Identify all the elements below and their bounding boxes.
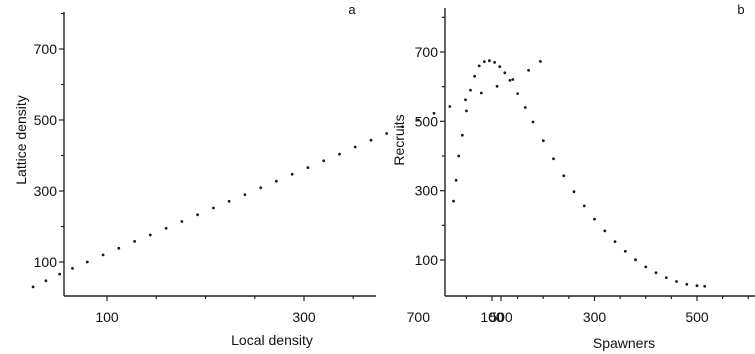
panel-a-x-tick-label: 500 — [489, 309, 513, 325]
panel-b-data-point — [582, 204, 586, 208]
panel-b-data-point — [460, 133, 464, 137]
panel-a-data-point — [180, 220, 184, 223]
panel-a-data-point — [464, 98, 467, 102]
panel-b-data-point — [465, 109, 468, 113]
panel-b-y-tick-label: 500 — [415, 113, 439, 129]
panel-a-data-point — [432, 111, 436, 115]
panel-a-x-tick-label: 300 — [292, 309, 316, 325]
panel-a-data-point — [31, 285, 35, 289]
panel-b-data-point — [695, 284, 699, 288]
panel-b-data-point — [664, 276, 668, 280]
panel-a-data-point — [243, 193, 247, 197]
panel-b-data-point — [473, 74, 476, 78]
panel-b-data-point — [685, 282, 689, 286]
panel-a-data-point — [385, 132, 389, 135]
panel-b-data-point — [623, 249, 627, 253]
panel-a-data-point — [511, 78, 515, 81]
panel-a-data-point — [479, 91, 483, 95]
panel-a-data-point — [227, 199, 231, 203]
panel-b-data-point — [523, 106, 527, 109]
panel-a-data-point — [401, 125, 404, 129]
panel-b-data-point — [488, 59, 491, 63]
panel-b-data-point — [613, 240, 617, 244]
panel-a-data-point — [85, 260, 89, 264]
panel-a-data-point — [148, 233, 152, 237]
panel-b-data-point — [469, 88, 472, 92]
panel-a-data-point — [353, 145, 357, 149]
panel-a-data-point — [133, 240, 137, 243]
panel-b-y-axis-title: Recruits — [391, 114, 407, 165]
panel-a-data-point — [322, 159, 326, 163]
panel-a-data-point — [495, 84, 499, 88]
panel-a-x-tick-label: 100 — [95, 309, 119, 325]
panel-a-data-point — [290, 172, 294, 176]
panel-b-data-point — [644, 265, 648, 269]
panel-a-y-tick-label: 500 — [34, 112, 58, 128]
panel-a-x-axis-title: Local density — [231, 332, 313, 348]
panel-b-y-tick-label: 100 — [415, 252, 439, 268]
panel-b-data-point — [603, 229, 607, 233]
panel-a-y-tick-label: 100 — [34, 254, 58, 270]
panel-a-points — [31, 60, 542, 289]
panel-b-data-point — [703, 284, 707, 288]
panel-a-data-point — [369, 138, 373, 142]
panel-a-label: a — [348, 2, 356, 17]
panel-b-data-point — [675, 280, 678, 283]
panel-b-data-point — [541, 139, 545, 143]
panel-b-data-point — [457, 154, 461, 158]
panel-a-y-axis-title: Lattice density — [13, 95, 29, 185]
panel-b-data-point — [531, 120, 535, 124]
panel-b-x-tick-label: 500 — [685, 309, 709, 325]
panel-b-data-point — [593, 217, 596, 221]
panel-b-data-point — [452, 199, 455, 203]
panel-a-data-point — [448, 105, 452, 108]
panel-a-data-point — [44, 279, 48, 283]
panel-b-y-tick-label: 300 — [415, 183, 439, 199]
panel-b-data-point — [562, 174, 566, 178]
panel-b-points — [452, 59, 707, 288]
panel-b-x-tick-label: 300 — [583, 309, 607, 325]
panel-b-data-point — [634, 258, 637, 262]
panel-a-y-tick-label: 700 — [34, 41, 58, 57]
panel-b-data-point — [493, 61, 496, 64]
panel-a-data-point — [275, 179, 278, 183]
panel-b-x-extra-label: 700 — [407, 309, 431, 325]
panel-a-data-point — [338, 152, 341, 156]
panel-a-data-point — [306, 166, 310, 170]
panel-a-data-point — [527, 68, 530, 72]
panel-b-data-point — [552, 157, 555, 161]
panel-b-data-point — [654, 271, 658, 275]
panel-a-data-point — [539, 60, 542, 63]
panel-b-data-point — [508, 79, 512, 82]
panel-b-x-axis-title: Spawners — [593, 335, 655, 351]
panel-b-data-point — [482, 60, 486, 64]
panel-b-y-tick-label: 700 — [415, 44, 439, 60]
panel-a-data-point — [259, 186, 263, 190]
panel-a-data-point — [117, 246, 121, 250]
panel-b-x-tick-label: 100 — [480, 309, 504, 325]
panel-a-data-point — [212, 206, 215, 210]
panel-b-data-point — [503, 71, 507, 75]
panel-b-data-point — [516, 92, 519, 95]
panel-b-data-point — [454, 178, 458, 182]
panel-b-data-point — [572, 190, 576, 194]
panel-a-data-point — [71, 267, 74, 270]
panel-b-data-point — [477, 64, 481, 68]
panel-b-label: b — [737, 2, 744, 17]
panel-a-data-point — [101, 253, 105, 257]
panel-a-data-point — [196, 213, 200, 217]
panel-a-y-tick-label: 300 — [34, 183, 58, 199]
panel-a-data-point — [58, 272, 62, 276]
panel-a-data-point — [416, 118, 420, 122]
panel-b-data-point — [498, 65, 502, 68]
panel-a-data-point — [164, 226, 168, 230]
